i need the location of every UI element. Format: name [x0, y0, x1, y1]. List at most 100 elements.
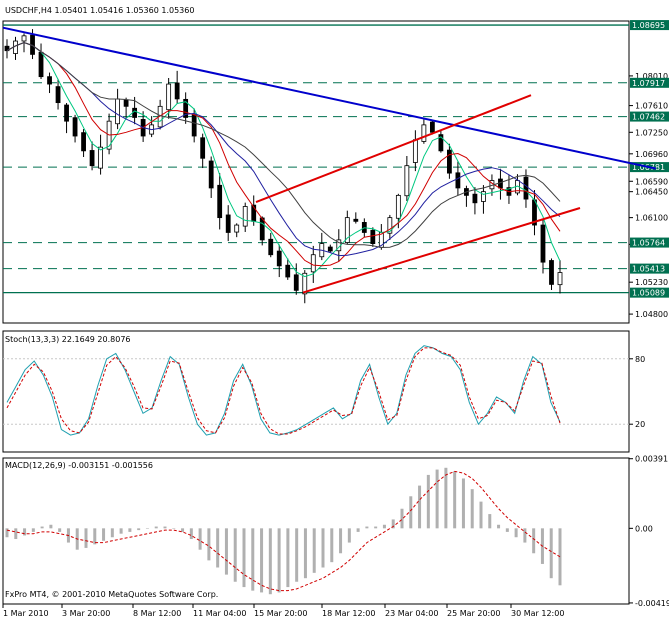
candle-body[interactable]	[446, 149, 452, 174]
candle-body[interactable]	[174, 82, 180, 100]
symbol-header: USDCHF,H4 1.05401 1.05416 1.05360 1.0536…	[5, 6, 194, 15]
candle-body[interactable]	[421, 124, 427, 142]
candle-body[interactable]	[115, 98, 120, 125]
price-tick-label: 1.07250	[635, 128, 668, 137]
candle-body[interactable]	[200, 137, 206, 159]
candle-body[interactable]	[472, 193, 478, 204]
stoch-tick-label: 20	[635, 420, 645, 429]
price-frame	[2, 20, 630, 324]
candle-body[interactable]	[225, 214, 231, 233]
candle-body[interactable]	[166, 83, 172, 111]
price-pane[interactable]: 1.08010 1.07610 1.07250 1.06960 1.06590 1.064…	[2, 20, 669, 324]
stoch-tick-label: 80	[635, 355, 645, 364]
candle-body[interactable]	[395, 194, 401, 219]
candle-body[interactable]	[21, 35, 27, 42]
stoch-header: Stoch(13,3,3) 22.1649 20.8076	[5, 335, 131, 344]
candle-body[interactable]	[13, 40, 18, 54]
macd-bar	[137, 528, 141, 531]
macd-bar	[312, 528, 316, 573]
candle-body[interactable]	[387, 217, 393, 234]
time-tick-label: 30 Mar 12:00	[511, 609, 564, 618]
macd-bar	[347, 528, 351, 543]
level-tag	[630, 20, 669, 31]
candle-body[interactable]	[523, 176, 529, 200]
candle-body[interactable]	[157, 105, 163, 128]
stoch-signal-line	[6, 347, 561, 435]
macd-bar	[479, 501, 483, 529]
ma-fast-line	[6, 41, 561, 278]
candle-body[interactable]	[81, 132, 86, 152]
candle-body[interactable]	[293, 274, 299, 291]
candle-body[interactable]	[98, 146, 103, 169]
candle-body[interactable]	[123, 99, 129, 107]
time-tick-label: 8 Mar 12:00	[133, 609, 181, 618]
time-tick-label: 23 Mar 04:00	[385, 609, 438, 618]
macd-tick-label: 0.00	[635, 524, 653, 533]
macd-bar	[189, 528, 193, 540]
macd-bar	[523, 528, 527, 543]
macd-bar	[382, 524, 386, 529]
stochastic-pane[interactable]: 80 20	[2, 330, 645, 453]
macd-tick-label: -0.00419	[635, 599, 669, 608]
macd-bar	[339, 528, 343, 554]
candle-body[interactable]	[276, 250, 282, 267]
level-tag-label: 1.08695	[632, 21, 665, 30]
candle-body[interactable]	[64, 104, 69, 122]
macd-bar	[453, 471, 457, 529]
candle-body[interactable]	[557, 272, 563, 286]
candle-body[interactable]	[404, 165, 410, 197]
macd-bar	[488, 514, 492, 529]
macd-bar	[470, 489, 474, 529]
macd-pane[interactable]: 0.00391 0.00 -0.00419	[2, 455, 669, 608]
candle-body[interactable]	[234, 224, 240, 233]
macd-bar	[251, 528, 255, 591]
candle-body[interactable]	[481, 191, 486, 202]
candle-body[interactable]	[540, 224, 546, 263]
candle-body[interactable]	[217, 184, 223, 219]
macd-bar	[84, 528, 88, 548]
candle-body[interactable]	[47, 76, 52, 85]
candle-body[interactable]	[242, 206, 248, 227]
price-tick-label: 1.04800	[635, 310, 668, 319]
candle-body[interactable]	[370, 229, 376, 245]
macd-bar	[444, 467, 448, 529]
candle-body[interactable]	[455, 172, 461, 189]
candle-body[interactable]	[208, 160, 214, 189]
candle-body[interactable]	[89, 150, 95, 167]
copyright-text: FxPro MT4, © 2001-2010 MetaQuotes Softwa…	[5, 590, 218, 599]
macd-bar	[497, 524, 501, 529]
candle-body[interactable]	[55, 86, 61, 104]
candle-body[interactable]	[302, 272, 308, 295]
candle-body[interactable]	[38, 51, 44, 78]
candle-body[interactable]	[429, 121, 435, 133]
candle-body[interactable]	[344, 217, 350, 243]
candle-body[interactable]	[183, 98, 189, 118]
level-tag	[630, 111, 669, 122]
trendline-resistance[interactable]	[2, 26, 657, 170]
level-tag	[630, 287, 669, 298]
candle-body[interactable]	[191, 114, 197, 137]
candle-body[interactable]	[72, 117, 78, 137]
candle-body[interactable]	[310, 254, 316, 273]
candle-body[interactable]	[268, 238, 274, 256]
macd-bar	[172, 528, 176, 529]
price-tick-label: 1.06590	[635, 177, 668, 186]
candle-body[interactable]	[259, 217, 265, 241]
macd-bar	[207, 528, 211, 561]
candle-body[interactable]	[549, 260, 554, 285]
macd-bar	[102, 528, 106, 541]
candle-body[interactable]	[438, 134, 444, 152]
candle-body[interactable]	[285, 264, 291, 278]
candle-body[interactable]	[327, 246, 333, 252]
price-tick-label: 1.07610	[635, 102, 668, 111]
candle-body[interactable]	[412, 139, 418, 163]
level-tag-label: 1.05089	[632, 289, 665, 298]
trendline-channel-lower[interactable]	[302, 207, 581, 294]
trendline-channel-upper[interactable]	[255, 94, 532, 203]
macd-bar	[260, 528, 264, 593]
candle-body[interactable]	[353, 218, 359, 222]
level-tag-label: 1.07917	[632, 79, 665, 88]
